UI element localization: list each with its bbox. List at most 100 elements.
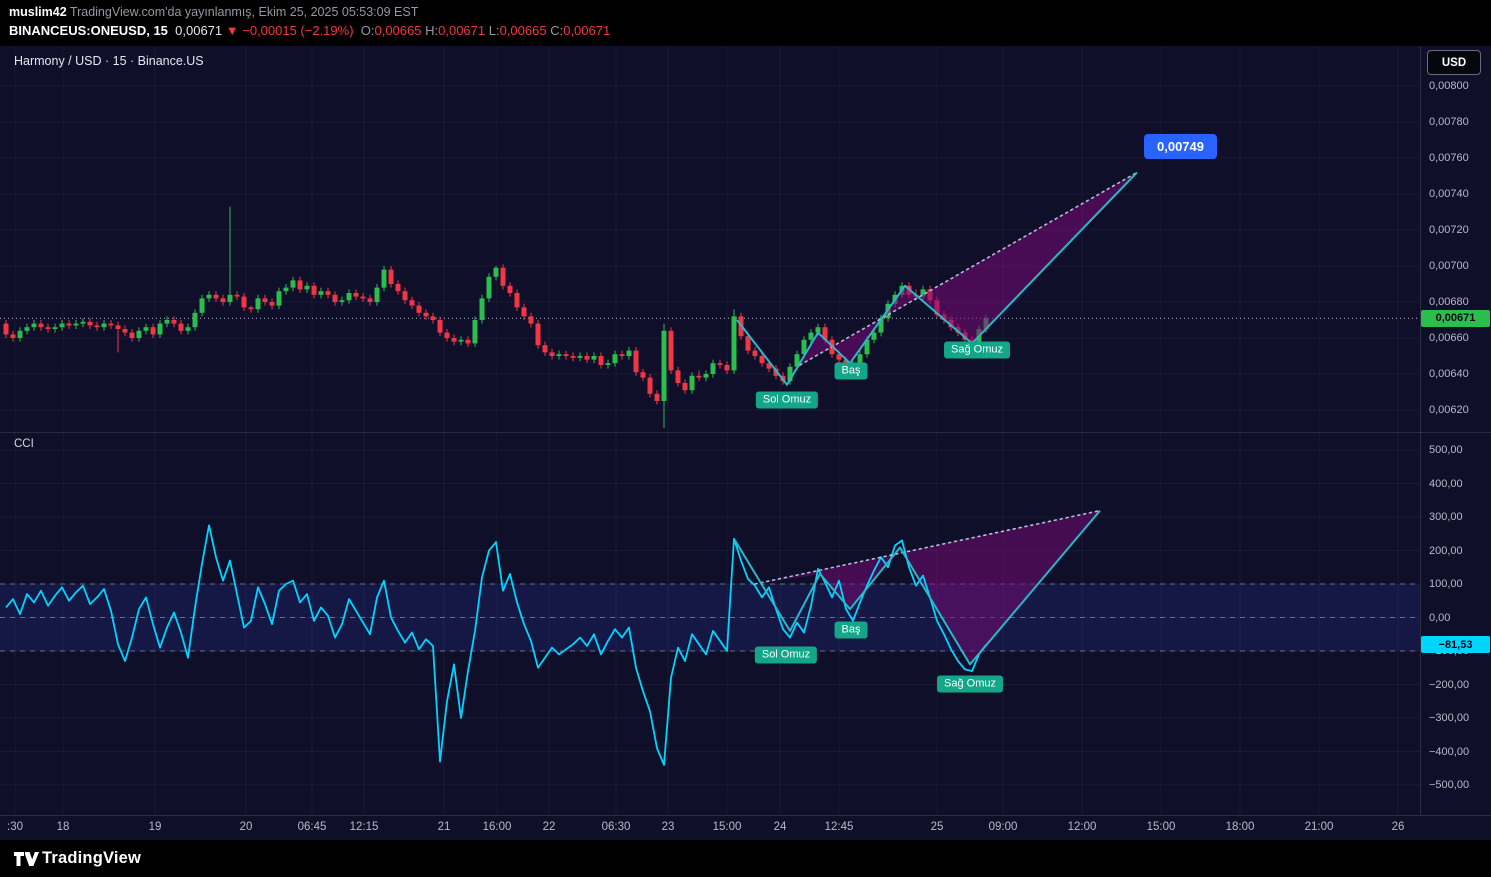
header-segment: 0,00665 (499, 23, 547, 38)
candle-body (493, 267, 499, 277)
cci-tick-label: 0,00 (1429, 611, 1451, 624)
publish-info-line: muslim42 TradingView.com'da yayınlanmış,… (9, 5, 418, 19)
candle-body (94, 325, 100, 328)
candle-body (598, 356, 604, 365)
candle-body (178, 323, 184, 331)
candle-body (731, 316, 737, 371)
candle-body (304, 285, 310, 290)
price-tick-label: 0,00760 (1429, 152, 1469, 164)
candle-body (542, 345, 548, 353)
candle-body (276, 291, 282, 306)
time-label: 09:00 (988, 821, 1018, 833)
candle-body (486, 276, 492, 299)
time-label: 06:30 (601, 821, 631, 833)
candle-body (311, 285, 317, 295)
price-axis[interactable]: 0,00800 0,00780 0,00760 0,00740 0,00720 0,007… (1420, 46, 1491, 815)
header-segment: H: (421, 23, 439, 38)
cci-pane[interactable] (0, 432, 1420, 815)
time-label: 23 (661, 821, 675, 833)
candle-body (724, 365, 730, 371)
time-label: 21 (437, 821, 451, 833)
candle-body (157, 323, 163, 335)
candle-body (402, 291, 408, 301)
header-segment: 0,00671 (167, 23, 226, 38)
price-target-badge: 0,00749 (1144, 134, 1217, 159)
candle-body (766, 363, 772, 369)
candle-body (458, 339, 464, 342)
candle-body (430, 316, 436, 320)
pane-divider[interactable] (0, 432, 1491, 433)
candle-body (521, 307, 527, 317)
candle-body (171, 320, 177, 324)
candle-body (752, 350, 758, 356)
currency-toggle-button[interactable]: USD (1427, 50, 1481, 75)
header-segment: O: (353, 23, 375, 38)
candle-body (199, 298, 205, 313)
time-label: 18 (56, 821, 70, 833)
candle-body (213, 294, 219, 299)
cci-indicator-label: CCI (14, 438, 34, 450)
time-label: 15:00 (712, 821, 742, 833)
candle-body (395, 284, 401, 292)
candle-body (661, 330, 667, 401)
candle-body (80, 321, 86, 324)
time-label: 15:00 (1146, 821, 1176, 833)
price-tick-label: 0,00700 (1429, 260, 1469, 272)
candle-body (668, 330, 674, 371)
header-segment: 0,00671 (563, 23, 611, 38)
candle-body (283, 287, 289, 292)
time-axis[interactable]: :30 18 19 20 06:45 12:15 21 16:00 22 06:30 23 15:00… (0, 815, 1491, 840)
candle-body (717, 363, 723, 365)
candle-body (507, 285, 513, 293)
cci-tick-label: 200,00 (1429, 544, 1463, 557)
candle-body (332, 294, 338, 302)
candle-body (815, 327, 821, 333)
cci-tick-label: 100,00 (1429, 578, 1463, 590)
candle-body (108, 323, 114, 326)
time-label: 12:00 (1067, 821, 1097, 833)
header-segment: BINANCEUS:ONEUSD, 15 (9, 23, 168, 38)
candle-body (801, 339, 807, 355)
header-segment: TradingView.com'da yayınlanmış, Ekim 25,… (66, 5, 419, 19)
current-price-badge: 0,00671 (1421, 309, 1490, 327)
candle-body (38, 323, 44, 328)
candle-body (759, 356, 765, 364)
candle-body (654, 393, 660, 401)
cci-tick-label: 500,00 (1429, 444, 1463, 456)
candle-body (514, 293, 520, 308)
candle-body (248, 307, 254, 310)
price-pane[interactable] (0, 46, 1420, 432)
candle-body (234, 294, 240, 297)
candle-body (696, 375, 702, 378)
price-tick-label: 0,00720 (1429, 224, 1469, 236)
candle-body (500, 267, 506, 286)
chart-area[interactable]: Harmony / USD · 15 · Binance.US CCI USD … (0, 46, 1491, 840)
candle-body (115, 325, 121, 329)
time-label: 22 (542, 821, 556, 833)
candle-body (822, 327, 828, 340)
candle-body (101, 323, 107, 328)
candle-body (325, 291, 331, 295)
candle-body (143, 327, 149, 331)
candle-body (129, 332, 135, 338)
candle-body (444, 332, 450, 338)
time-label: 16:00 (482, 821, 512, 833)
candle-body (612, 354, 618, 364)
candle-body (318, 291, 324, 295)
cci-tick-label: −400,00 (1429, 745, 1470, 758)
time-label: 18:00 (1225, 821, 1255, 833)
price-tick-label: 0,00640 (1429, 368, 1469, 380)
candle-body (878, 318, 884, 333)
candle-body (857, 354, 863, 365)
header-segment: 0,00665 (374, 23, 422, 38)
candle-body (66, 323, 72, 326)
time-label: 26 (1391, 821, 1405, 833)
candle-body (465, 339, 471, 344)
candle-body (689, 375, 695, 391)
candle-body (269, 302, 275, 306)
candle-body (640, 372, 646, 378)
candle-body (192, 312, 198, 328)
candle-body (59, 323, 65, 328)
candle-body (808, 332, 814, 340)
price-tick-label: 0,00680 (1429, 296, 1469, 308)
